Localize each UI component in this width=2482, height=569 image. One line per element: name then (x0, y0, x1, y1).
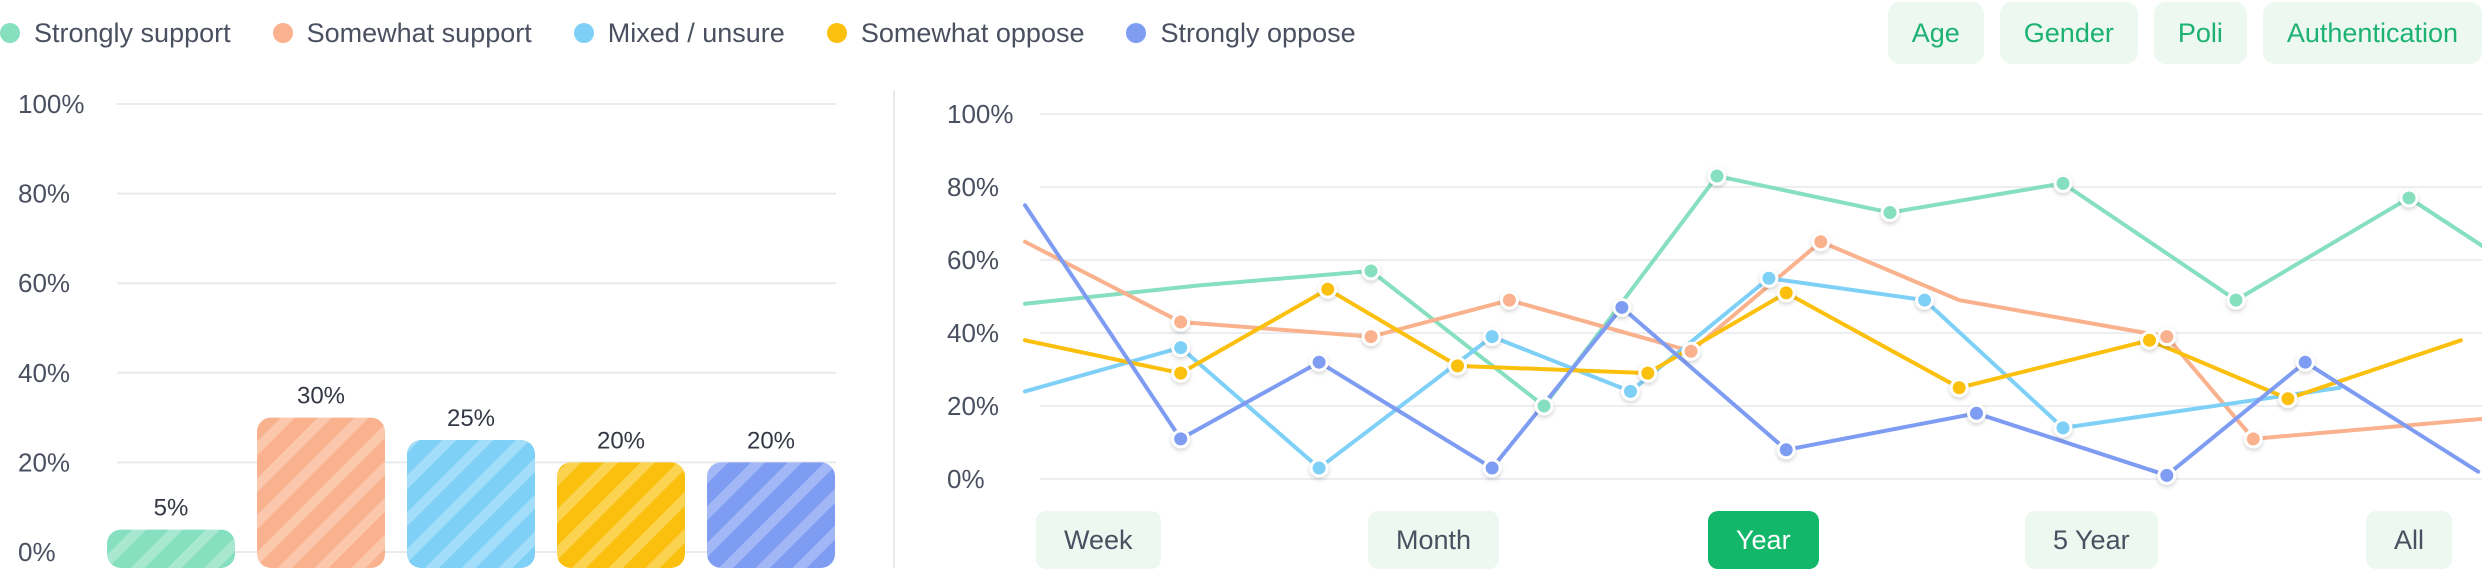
bar-y-tick-label: 100% (18, 89, 85, 119)
line-y-tick-label: 0% (947, 464, 985, 494)
line-point-strongly-oppose[interactable] (1309, 352, 1329, 372)
line-point-somewhat-oppose[interactable] (1448, 356, 1467, 376)
line-point-somewhat-oppose[interactable] (1776, 283, 1796, 303)
line-point-strongly-oppose[interactable] (2157, 465, 2177, 485)
filter-age-button[interactable]: Age (1887, 2, 1984, 64)
bar-data-label: 25% (447, 405, 495, 432)
line-point-strongly-support[interactable] (1361, 261, 1381, 281)
line-y-tick-label: 40% (947, 318, 999, 348)
line-point-mixed-unsure[interactable] (1759, 268, 1779, 288)
bar-somewhat-oppose[interactable] (557, 462, 685, 568)
line-point-strongly-support[interactable] (1534, 396, 1554, 416)
line-y-tick-label: 100% (947, 99, 1014, 129)
line-point-somewhat-oppose[interactable] (2140, 330, 2159, 350)
line-point-strongly-support[interactable] (2399, 188, 2419, 208)
line-y-tick-label: 60% (947, 245, 999, 275)
legend-item-strongly-support[interactable]: Strongly support (0, 18, 231, 49)
range-all-button[interactable]: All (2366, 511, 2453, 569)
line-point-mixed-unsure[interactable] (1621, 381, 1640, 401)
line-point-somewhat-oppose[interactable] (1318, 279, 1338, 299)
line-point-somewhat-oppose[interactable] (1949, 378, 1969, 398)
legend-label: Strongly oppose (1160, 17, 1356, 48)
bar-strongly-support[interactable] (107, 529, 235, 568)
line-point-strongly-oppose[interactable] (1967, 403, 1986, 423)
line-series-strongly-support[interactable] (1023, 174, 2482, 408)
line-point-somewhat-support[interactable] (2157, 327, 2177, 347)
legend-item-mixed-unsure[interactable]: Mixed / unsure (573, 17, 785, 49)
bar-data-label: 20% (747, 427, 795, 454)
line-point-mixed-unsure[interactable] (1171, 338, 1191, 358)
bar-y-tick-label: 0% (18, 537, 56, 567)
bar-data-label: 20% (597, 427, 645, 454)
filter-poli-button[interactable]: Poli (2153, 2, 2247, 64)
filter-gender-button[interactable]: Gender (1999, 2, 2138, 64)
line-series-strongly-oppose[interactable] (1023, 203, 2481, 478)
legend-label: Somewhat support (306, 17, 532, 48)
line-point-strongly-support[interactable] (2226, 290, 2246, 310)
line-point-strongly-support[interactable] (2053, 173, 2073, 193)
line-series-somewhat-oppose[interactable] (1023, 287, 2463, 401)
filter-bar: Age Gender Poli Authentication (1872, 0, 2482, 66)
line-point-strongly-oppose[interactable] (1612, 297, 1632, 317)
legend-dot-icon (826, 23, 847, 43)
line-point-mixed-unsure[interactable] (1309, 458, 1329, 478)
legend-label: Strongly support (34, 17, 231, 48)
line-point-somewhat-support[interactable] (1811, 232, 1831, 252)
bar-chart: 0% 20% 40% 60% 80% 100% 5% 30% 25% 20% 20% (18, 89, 836, 568)
chart-legend: Strongly support Somewhat support Mixed … (0, 0, 1398, 66)
legend-dot-icon (1126, 23, 1147, 43)
legend-dot-icon (573, 23, 594, 43)
legend-item-somewhat-oppose[interactable]: Somewhat oppose (826, 17, 1085, 49)
line-point-somewhat-support[interactable] (2243, 429, 2263, 449)
line-point-somewhat-support[interactable] (1361, 327, 1381, 347)
line-point-somewhat-support[interactable] (1171, 312, 1191, 332)
line-point-mixed-unsure[interactable] (1482, 327, 1502, 347)
filter-authentication-button[interactable]: Authentication (2262, 2, 2482, 64)
line-point-somewhat-oppose[interactable] (1171, 363, 1191, 383)
range-year-button[interactable]: Year (1708, 511, 1819, 569)
bar-mixed-unsure[interactable] (407, 440, 535, 568)
line-point-somewhat-oppose[interactable] (1638, 363, 1658, 383)
bar-y-tick-label: 20% (18, 447, 70, 477)
line-series-somewhat-support[interactable] (1023, 239, 2482, 441)
chart-divider (893, 90, 895, 568)
line-point-somewhat-oppose[interactable] (2278, 389, 2298, 409)
bar-y-tick-label: 80% (18, 179, 70, 209)
legend-item-strongly-oppose[interactable]: Strongly oppose (1126, 17, 1356, 49)
legend-item-somewhat-support[interactable]: Somewhat support (272, 17, 532, 49)
line-point-strongly-support[interactable] (1707, 166, 1727, 186)
legend-label: Somewhat oppose (860, 17, 1085, 48)
bar-data-label: 5% (154, 495, 189, 522)
bar-y-tick-label: 40% (18, 358, 70, 388)
legend-dot-icon (272, 23, 293, 43)
line-point-somewhat-support[interactable] (1499, 290, 1519, 310)
legend-label: Mixed / unsure (607, 17, 785, 48)
line-series-mixed-unsure[interactable] (1023, 276, 2342, 471)
line-chart: 0% 20% 40% 60% 80% 100% (947, 99, 2482, 494)
bar-data-label: 30% (297, 383, 345, 410)
bar-strongly-oppose[interactable] (707, 462, 835, 568)
bar-y-tick-label: 60% (18, 268, 70, 298)
line-point-mixed-unsure[interactable] (2053, 418, 2073, 438)
line-y-tick-label: 20% (947, 391, 999, 421)
line-y-tick-label: 80% (947, 172, 999, 202)
range-5-year-button[interactable]: 5 Year (2025, 511, 2158, 569)
line-point-strongly-oppose[interactable] (1171, 429, 1191, 449)
line-point-mixed-unsure[interactable] (1915, 290, 1935, 310)
line-point-strongly-oppose[interactable] (2295, 352, 2315, 372)
bar-somewhat-support[interactable] (257, 417, 385, 568)
range-month-button[interactable]: Month (1368, 511, 1500, 569)
line-point-strongly-support[interactable] (1880, 203, 1900, 223)
legend-dot-icon (0, 23, 20, 43)
line-point-strongly-oppose[interactable] (1776, 440, 1796, 460)
line-point-somewhat-support[interactable] (1681, 341, 1701, 361)
range-week-button[interactable]: Week (1036, 511, 1161, 569)
line-point-strongly-oppose[interactable] (1482, 458, 1502, 478)
